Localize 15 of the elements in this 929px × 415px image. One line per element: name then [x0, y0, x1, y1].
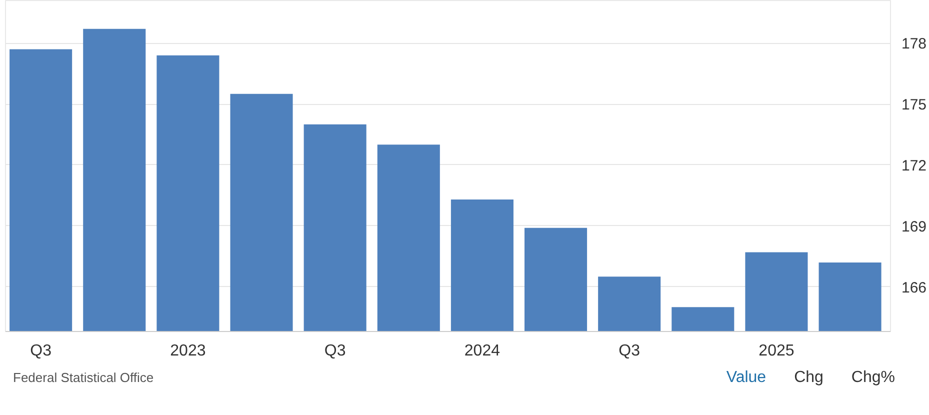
x-tick-label: 2024 [464, 342, 500, 360]
x-tick-label: Q3 [618, 342, 640, 360]
y-tick-label: 178 [902, 36, 927, 53]
text: Chg [794, 369, 824, 386]
x-tick-label: 2025 [758, 342, 794, 360]
y-tick-label: 172 [902, 157, 927, 174]
x-tick-label: Q3 [324, 342, 346, 360]
text: Chg% [851, 369, 895, 386]
y-tick-label: 175 [902, 96, 927, 114]
y-tick-label: 166 [902, 279, 927, 296]
x-tick-label: Q3 [30, 342, 52, 360]
x-tick-label: 2023 [170, 342, 206, 360]
y-tick-label: 169 [902, 218, 927, 236]
text: Federal Statistical Office [13, 369, 154, 388]
text: Value [726, 369, 766, 386]
